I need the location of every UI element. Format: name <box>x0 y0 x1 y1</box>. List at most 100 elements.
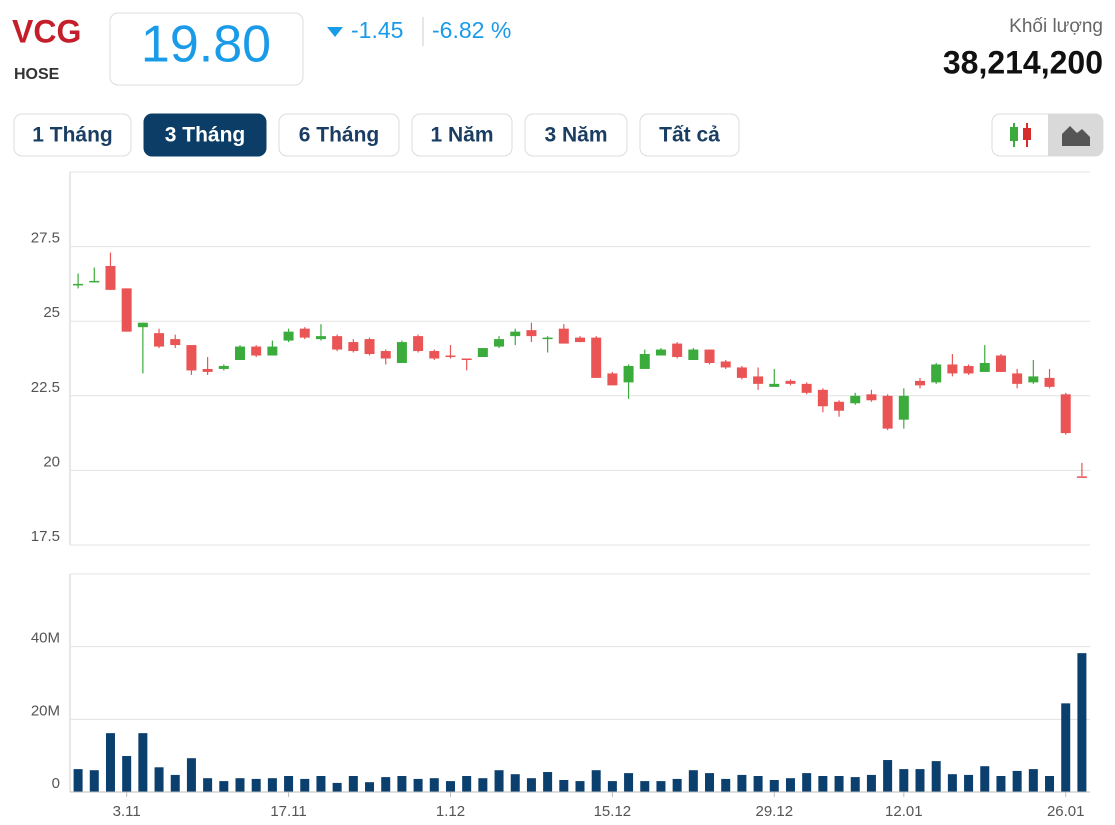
x-tick-label: 12.01 <box>885 803 923 820</box>
volume-bar <box>105 733 115 792</box>
volume-bar <box>543 772 553 792</box>
volume-bar <box>445 781 455 792</box>
candle-body <box>866 394 877 401</box>
ticker: VCG <box>12 13 81 49</box>
volume-bar <box>365 782 375 792</box>
x-tick-label: 17.11 <box>270 803 306 820</box>
candle-body <box>655 349 666 356</box>
volume-bar <box>73 769 83 792</box>
y-tick-label: 22.5 <box>31 379 60 396</box>
candle-body <box>283 331 294 341</box>
x-tick-label: 15.12 <box>594 803 632 820</box>
volume-bar <box>219 781 229 792</box>
candle-body <box>73 283 84 286</box>
candle-body <box>817 389 828 407</box>
candle-body <box>461 358 472 360</box>
volume-bar <box>154 767 164 792</box>
candle-body <box>267 346 278 356</box>
range-button[interactable]: 1 Tháng <box>13 113 132 157</box>
candle-body <box>154 333 165 347</box>
volume-total: 38,214,200 <box>943 44 1103 80</box>
range-button[interactable]: 3 Tháng <box>143 113 267 157</box>
volume-bar <box>494 770 504 792</box>
volume-bar <box>138 733 148 792</box>
volume-bar <box>89 770 99 792</box>
button-label: 3 Tháng <box>165 124 246 147</box>
candle-body <box>348 342 359 352</box>
candle-body <box>494 339 505 347</box>
candle-body <box>1012 373 1023 384</box>
volume-bar <box>737 774 747 792</box>
candle-body <box>769 383 780 387</box>
candle-body <box>801 383 812 393</box>
volume-bar <box>462 776 472 792</box>
candle-body <box>202 368 213 372</box>
volume-bar <box>980 766 990 792</box>
candle-body <box>218 365 229 369</box>
candle-body <box>445 355 456 358</box>
button-label: 3 Năm <box>544 124 607 147</box>
x-tick-label: 3.11 <box>113 803 141 820</box>
candle-body <box>1028 376 1039 383</box>
candle-body <box>736 367 747 378</box>
candle-body <box>542 337 553 340</box>
candle-body <box>380 351 391 359</box>
volume-bar <box>429 778 439 792</box>
candle-body <box>235 346 245 360</box>
price-box <box>109 12 304 86</box>
candle-body <box>510 331 521 337</box>
volume-bar <box>769 780 779 792</box>
volume-bar <box>785 778 795 792</box>
volume-bar <box>316 776 326 792</box>
price-change: -1.45 <box>351 17 403 43</box>
candle-body <box>931 364 942 383</box>
volume-bar <box>381 777 391 792</box>
y-tick-label: 27.5 <box>31 230 60 247</box>
price: 19.80 <box>141 16 271 74</box>
volume-bar <box>915 769 925 792</box>
volume-bar <box>348 776 358 792</box>
volume-bar <box>591 770 601 792</box>
volume-bar <box>899 769 909 792</box>
candle-body <box>299 328 310 338</box>
candle-body <box>89 280 100 283</box>
volume-bar <box>332 782 342 792</box>
range-button[interactable]: 1 Năm <box>411 113 513 157</box>
candle-body <box>137 322 148 328</box>
volume-bar <box>575 781 585 792</box>
volume-bar <box>1061 703 1071 792</box>
y-tick-label: 20M <box>31 702 60 719</box>
icon <box>1023 128 1031 140</box>
volume-bar <box>883 760 893 792</box>
icon <box>1010 127 1018 141</box>
candle-body <box>607 373 618 386</box>
candle-body <box>1060 394 1071 434</box>
volume-bar <box>1012 770 1022 792</box>
candle-body <box>688 349 699 360</box>
chart-type-toggle[interactable] <box>991 113 1104 157</box>
volume-bar <box>251 778 261 792</box>
volume-bar <box>802 773 812 792</box>
candle-body <box>575 337 585 343</box>
volume-bar <box>834 776 844 792</box>
range-button[interactable]: 6 Tháng <box>278 113 400 157</box>
button-bg <box>143 113 267 157</box>
volume-bar <box>526 778 536 792</box>
volume-bar <box>1077 653 1087 792</box>
candle-body <box>785 380 796 384</box>
range-button[interactable]: 3 Năm <box>524 113 628 157</box>
volume-bar <box>122 756 132 792</box>
volume-bar <box>672 778 682 792</box>
candle-body <box>105 265 116 290</box>
candle-body <box>850 395 861 404</box>
x-tick-label: 1.12 <box>436 803 465 820</box>
volume-bar <box>947 774 957 792</box>
candle-body <box>413 336 424 352</box>
candle-body <box>979 362 990 372</box>
y-tick-label: 0 <box>52 775 60 792</box>
range-button[interactable]: Tất cả <box>639 113 740 157</box>
volume-bar <box>866 774 876 792</box>
volume-bar <box>964 774 974 792</box>
volume-bar <box>721 778 731 792</box>
button-label: 1 Năm <box>430 124 493 147</box>
